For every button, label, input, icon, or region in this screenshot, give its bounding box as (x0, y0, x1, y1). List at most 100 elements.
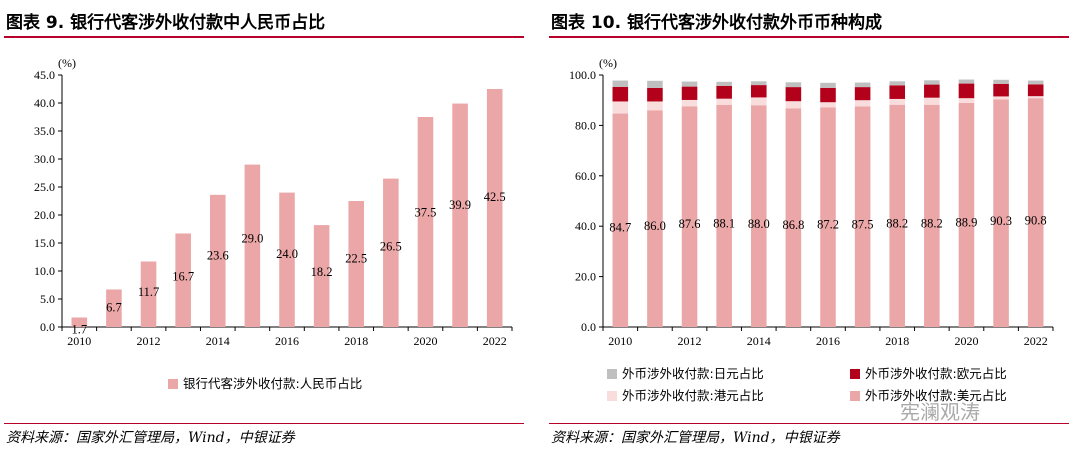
bar-2014-s2 (750, 85, 767, 98)
bar-2018-s0 (889, 104, 906, 328)
bar-2019-s0 (924, 104, 940, 328)
legend-hkd-label: 外币涉外收付款:港元占比 (622, 388, 764, 403)
y-tick-label: 40.0 (34, 96, 55, 110)
data-label: 37.5 (415, 206, 437, 220)
bar-2020-s2 (958, 83, 975, 99)
y-tick-label: 20.0 (34, 208, 55, 222)
bar-2016-s2 (820, 87, 836, 103)
bar-2013-s0 (716, 104, 732, 327)
right-source-note: 资料来源：国家外汇管理局，Wind，中银证券 (551, 430, 840, 446)
bar-2013-s1 (716, 98, 732, 105)
y-unit-label: (%) (58, 56, 76, 70)
bar-2013-s0 (175, 233, 191, 327)
bar-2020-s0 (417, 117, 434, 327)
y-tick-label: 80.0 (575, 118, 596, 132)
legend-usd-label: 外币涉外收付款:美元占比 (865, 388, 1007, 403)
right-chart-title: 图表 10. 银行代客涉外收付款外币币种构成 (551, 13, 882, 33)
data-label: 84.7 (609, 221, 631, 235)
y-tick-label: 60.0 (575, 169, 596, 183)
data-label: 87.5 (852, 217, 874, 231)
data-label: 86.0 (644, 219, 666, 233)
y-unit-label: (%) (599, 56, 617, 70)
y-tick-label: 40.0 (575, 219, 596, 233)
bar-2018-s2 (889, 85, 906, 99)
data-label: 88.0 (748, 217, 770, 231)
x-tick-label: 2018 (885, 334, 909, 348)
bar-2015-s3 (785, 82, 802, 88)
bar-2013-s3 (716, 81, 732, 86)
bar-2011-s0 (106, 289, 122, 327)
bar-2015-s0 (244, 164, 261, 327)
y-tick-label: 35.0 (34, 124, 55, 138)
bar-2012-s0 (681, 106, 698, 327)
legend-eur-swatch (850, 369, 860, 379)
bar-2017-s2 (854, 87, 871, 101)
right-title-rule (549, 36, 1069, 38)
bar-2020-s1 (958, 98, 975, 103)
bar-2011-s2 (647, 87, 663, 102)
legend-jpy-swatch (607, 369, 617, 379)
data-label: 6.7 (106, 300, 122, 314)
data-label: 16.7 (172, 270, 194, 284)
bar-2018-s0 (348, 201, 365, 327)
y-tick-label: 45.0 (34, 68, 55, 82)
y-tick-label: 10.0 (34, 264, 55, 278)
bar-2022-s2 (1027, 84, 1044, 97)
bar-2012-s3 (681, 81, 698, 87)
y-tick-label: 20.0 (575, 270, 596, 284)
bar-2012-s0 (140, 261, 157, 327)
y-tick-label: 15.0 (34, 236, 55, 250)
left-chart-panel: 图表 9. 银行代客涉外收付款中人民币占比 (%) 0.0 5.0 10.0 15.0 2… (0, 0, 530, 455)
bar-2019-s3 (924, 80, 940, 85)
data-label: 88.9 (956, 216, 978, 230)
bar-2015-s1 (785, 101, 802, 109)
bar-2016-s3 (820, 82, 836, 88)
bar-2010-s2 (612, 86, 629, 102)
bar-2010-s3 (612, 80, 629, 87)
legend-eur-label: 外币涉外收付款:欧元占比 (865, 366, 1007, 381)
data-label: 11.7 (138, 285, 159, 299)
bar-2021-s0 (993, 99, 1009, 327)
data-label: 88.2 (886, 217, 908, 231)
data-label: 42.5 (484, 190, 506, 204)
data-label: 18.2 (311, 265, 333, 279)
data-label: 86.8 (782, 218, 804, 232)
watermark-text: 宪澜观涛 (900, 400, 980, 424)
left-source-rule (4, 423, 524, 424)
y-tick-label: 30.0 (34, 152, 55, 166)
bar-2011-s1 (647, 101, 663, 111)
legend-cny-label: 银行代客涉外收付款:人民币占比 (183, 376, 362, 391)
data-label: 24.0 (276, 247, 298, 261)
data-label: 90.3 (990, 214, 1012, 228)
left-source-note: 资料来源：国家外汇管理局，Wind，中银证券 (6, 430, 295, 446)
bar-2015-s2 (785, 87, 802, 102)
bar-2019-s2 (924, 84, 940, 98)
right-chart-panel: 图表 10. 银行代客涉外收付款外币币种构成 (%) 0.0 20.0 40.0 60.… (545, 0, 1075, 455)
right-source-rule (549, 423, 1069, 424)
x-tick-label: 2010 (67, 334, 91, 348)
bar-2021-s1 (993, 96, 1009, 100)
bar-2022-s3 (1027, 80, 1044, 85)
x-tick-label: 2020 (413, 334, 437, 348)
bar-2017-s3 (854, 82, 871, 88)
bar-2010-s1 (612, 101, 629, 114)
bar-2014-s0 (209, 194, 226, 327)
legend-usd-swatch (850, 391, 860, 401)
data-label: 39.9 (449, 198, 471, 212)
y-tick-label: 100.0 (569, 68, 596, 82)
bar-2010-s0 (612, 113, 629, 327)
bar-2011-s3 (647, 80, 663, 88)
legend-hkd-swatch (607, 391, 617, 401)
x-tick-label: 2012 (678, 334, 702, 348)
bar-2014-s3 (750, 81, 767, 86)
x-tick-label: 2012 (137, 334, 161, 348)
bar-2017-s1 (854, 100, 871, 107)
bar-2020-s0 (958, 102, 975, 327)
bar-2018-s3 (889, 81, 906, 86)
data-label: 88.2 (921, 217, 943, 231)
y-tick-label: 0.0 (40, 320, 55, 334)
bar-2022-s0 (1027, 98, 1044, 328)
data-label: 1.7 (71, 322, 87, 336)
bar-2018-s1 (889, 98, 906, 105)
y-tick-label: 5.0 (40, 292, 55, 306)
